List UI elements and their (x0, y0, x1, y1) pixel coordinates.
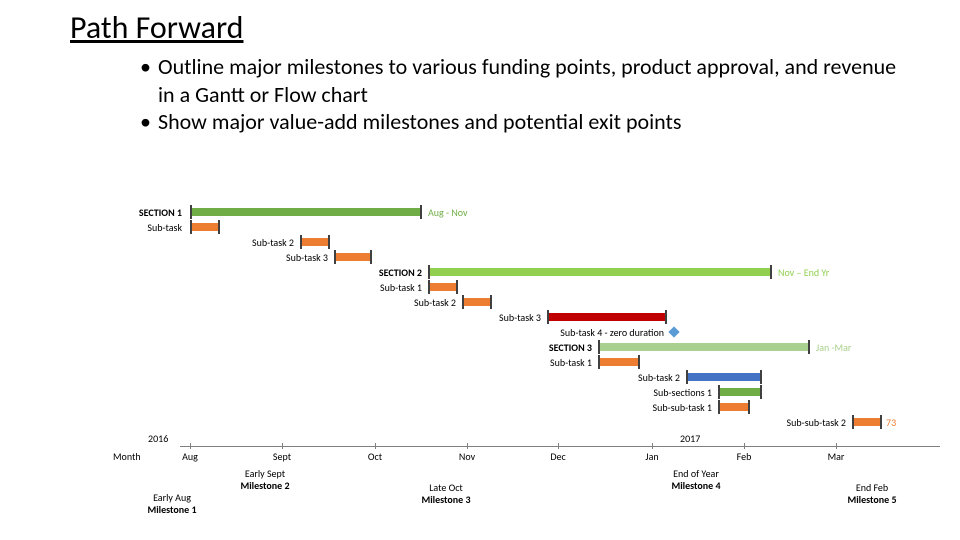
bar-endcap (300, 235, 302, 249)
range-label: Jan -Mar (816, 341, 851, 354)
bar-endcap (218, 220, 220, 234)
gantt-bar (428, 268, 770, 276)
axis-tick (836, 443, 837, 449)
axis-month: Jan (627, 450, 677, 463)
task-label: Sub-task 2 (0, 296, 460, 309)
axis-line (180, 446, 940, 447)
bar-endcap (420, 205, 422, 219)
task-label: Sub-task 3 (0, 311, 545, 324)
milestone-name: Milestone 2 (225, 480, 305, 492)
range-label: Aug - Nov (428, 206, 468, 219)
axis-year: 2016 (148, 432, 168, 445)
section-label: SECTION 2 (0, 266, 426, 279)
axis-month: Oct (350, 450, 400, 463)
milestone-name: Milestone 5 (832, 494, 912, 506)
bar-endcap (718, 385, 720, 399)
bar-endcap (880, 415, 882, 429)
bar-endcap (852, 415, 854, 429)
bar-endcap (190, 220, 192, 234)
task-label: Sub-task 2 (0, 371, 684, 384)
task-label: Sub-sub-task 1 (0, 401, 716, 414)
bullet-list: Outline major milestones to various fund… (0, 47, 960, 136)
gantt-bar (598, 343, 808, 351)
axis-month: Dec (533, 450, 583, 463)
range-label: Nov – End Yr (778, 266, 829, 279)
task-label: Sub-task 1 (0, 281, 426, 294)
gantt-bar (334, 253, 370, 261)
bar-endcap (598, 355, 600, 369)
gantt-bar (462, 298, 490, 306)
bar-endcap (462, 295, 464, 309)
gantt-bar (190, 208, 420, 216)
bar-endcap (686, 370, 688, 384)
task-label: Sub-sections 1 (0, 386, 716, 399)
axis-month: Nov (442, 450, 492, 463)
bar-endcap (770, 265, 772, 279)
gantt-chart: MonthAug Sept Oct Nov Dec Jan Feb Mar 2016 2017 SE… (0, 200, 960, 540)
gantt-bar (718, 388, 760, 396)
page-title: Path Forward (0, 0, 960, 47)
bar-endcap (718, 400, 720, 414)
milestone-name: Milestone 4 (656, 480, 736, 492)
task-label: Sub-task 3 (0, 251, 332, 264)
bar-endcap (638, 355, 640, 369)
gantt-bar (300, 238, 328, 246)
bar-endcap (760, 370, 762, 384)
axis-tick (652, 443, 653, 449)
milestone-name: Milestone 3 (406, 494, 486, 506)
milestone-label: Early AugMilestone 1 (132, 492, 212, 516)
milestone-label: Late OctMilestone 3 (406, 482, 486, 506)
milestone-diamond (668, 326, 679, 337)
gantt-bar (852, 418, 880, 426)
task-label: Sub-task 4 - zero duration (0, 326, 668, 339)
section-label: SECTION 3 (0, 341, 596, 354)
range-label: 73 (886, 416, 896, 429)
bar-endcap (808, 340, 810, 354)
bar-endcap (328, 235, 330, 249)
gantt-bar (428, 283, 456, 291)
milestone-label: End FebMilestone 5 (832, 482, 912, 506)
bar-endcap (547, 310, 549, 324)
axis-tick (375, 443, 376, 449)
task-label: Sub-task 2 (0, 236, 298, 249)
axis-tick (467, 443, 468, 449)
axis-month: Sept (257, 450, 307, 463)
gantt-bar (686, 373, 760, 381)
task-label: Sub-task (0, 221, 186, 234)
gantt-bar (718, 403, 748, 411)
milestone-label: Early SeptMilestone 2 (225, 468, 305, 492)
milestone-name: Milestone 1 (132, 504, 212, 516)
bar-endcap (490, 295, 492, 309)
task-label: Sub-sub-task 2 (0, 416, 850, 429)
axis-month-prefix: Month (113, 450, 163, 463)
bar-endcap (334, 250, 336, 264)
bar-endcap (370, 250, 372, 264)
bar-endcap (428, 280, 430, 294)
axis-tick (190, 443, 191, 449)
bullet-item: Show major value-add milestones and pote… (140, 108, 900, 136)
bullet-item: Outline major milestones to various fund… (140, 53, 900, 108)
axis-month: Mar (811, 450, 861, 463)
gantt-bar (598, 358, 638, 366)
axis-tick (558, 443, 559, 449)
gantt-bar (190, 223, 218, 231)
bar-endcap (748, 400, 750, 414)
axis-month: Aug (165, 450, 215, 463)
bar-endcap (665, 310, 667, 324)
task-label: Sub-task 1 (0, 356, 596, 369)
axis-month: Feb (719, 450, 769, 463)
bar-endcap (760, 385, 762, 399)
bar-endcap (428, 265, 430, 279)
axis-tick (744, 443, 745, 449)
axis-tick (282, 443, 283, 449)
axis-year: 2017 (680, 432, 700, 445)
gantt-bar (547, 313, 665, 321)
bar-endcap (190, 205, 192, 219)
bar-endcap (598, 340, 600, 354)
milestone-label: End of YearMilestone 4 (656, 468, 736, 492)
section-label: SECTION 1 (0, 206, 186, 219)
bar-endcap (456, 280, 458, 294)
